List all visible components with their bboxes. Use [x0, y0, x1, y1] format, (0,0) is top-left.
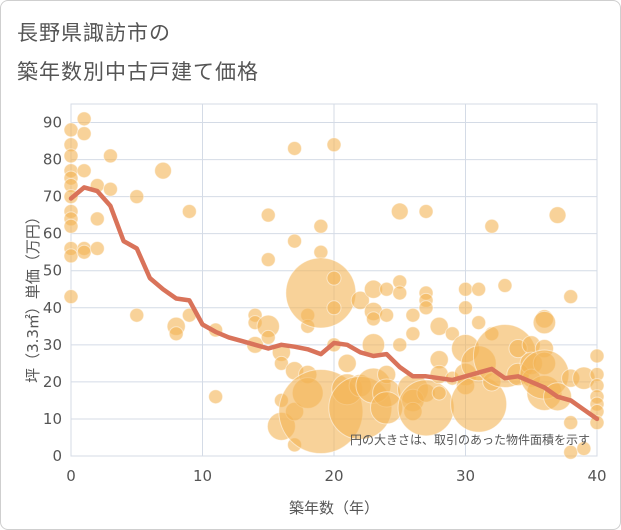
data-bubble — [76, 244, 92, 260]
data-bubble — [89, 211, 105, 227]
data-bubble — [63, 148, 79, 164]
y-tick-label: 60 — [43, 225, 62, 243]
data-bubble — [313, 218, 329, 234]
x-tick-label: 0 — [66, 467, 76, 485]
data-bubble — [444, 326, 460, 342]
y-tick-label: 50 — [43, 262, 62, 280]
chart-title-line-1: 長野県諏訪市の — [17, 21, 171, 45]
data-bubble — [392, 337, 408, 353]
data-bubble — [563, 444, 579, 460]
data-bubble — [458, 281, 473, 297]
y-tick-label: 70 — [43, 188, 62, 206]
data-bubble — [63, 248, 79, 264]
y-tick-label: 80 — [43, 151, 62, 169]
data-bubble — [563, 289, 579, 305]
data-bubble — [326, 137, 342, 153]
data-bubble — [458, 300, 473, 316]
data-bubble — [260, 252, 276, 268]
data-bubble — [63, 122, 79, 138]
data-bubble — [313, 244, 329, 260]
data-bubble — [471, 315, 487, 331]
data-bubble — [102, 181, 118, 197]
data-bubble — [287, 140, 303, 156]
data-bubble — [63, 218, 79, 234]
data-bubble — [589, 348, 605, 364]
bubble-size-note: 円の大きさは、取引のあった物件面積を示す — [350, 432, 590, 447]
data-bubble — [129, 189, 145, 205]
trend-layer — [68, 185, 600, 422]
average-price-trend-line — [68, 185, 600, 422]
data-bubble — [471, 281, 487, 297]
data-bubble — [76, 163, 92, 179]
data-bubble — [63, 289, 79, 305]
data-bubble — [102, 148, 118, 164]
chart-title-line-2: 築年数別中古戸建て価格 — [17, 60, 259, 84]
y-tick-label: 90 — [43, 114, 62, 132]
data-bubble — [390, 202, 409, 221]
y-tick-label: 30 — [43, 336, 62, 354]
data-bubble — [89, 241, 105, 257]
tick-labels: 0 10 20 30 40 0 10 20 30 40 50 60 70 80 90 — [43, 114, 607, 485]
data-bubble — [379, 307, 395, 323]
data-bubble — [208, 389, 224, 405]
data-bubble — [76, 126, 92, 142]
data-bubble — [548, 206, 567, 225]
data-bubble — [326, 300, 342, 316]
data-bubble — [392, 285, 408, 301]
data-bubble — [431, 385, 447, 401]
data-bubble — [418, 300, 434, 316]
data-bubble — [405, 326, 421, 342]
data-bubble — [76, 111, 92, 127]
data-bubble — [365, 311, 381, 327]
data-bubble — [405, 307, 421, 323]
data-bubble — [497, 278, 513, 294]
data-bubble — [563, 415, 579, 431]
data-bubble — [418, 203, 434, 219]
y-tick-label: 0 — [52, 447, 62, 465]
data-bubble — [532, 310, 557, 335]
data-bubble — [260, 329, 276, 345]
x-axis-label: 築年数（年） — [289, 499, 379, 517]
data-bubble — [287, 233, 303, 249]
data-bubble — [168, 326, 184, 342]
data-bubble — [129, 307, 145, 323]
data-bubble — [429, 316, 449, 336]
data-bubble — [576, 441, 592, 457]
chart-grid — [70, 103, 598, 457]
y-axis-label: 坪（3.3㎡）単価（万円） — [24, 209, 42, 383]
data-bubble — [484, 218, 500, 234]
data-bubble — [273, 355, 289, 371]
y-tick-label: 10 — [43, 410, 62, 428]
x-tick-label: 20 — [324, 467, 343, 485]
x-tick-label: 30 — [456, 467, 475, 485]
data-bubble — [181, 203, 197, 219]
y-tick-label: 40 — [43, 299, 62, 317]
data-bubble — [379, 281, 395, 297]
y-tick-label: 20 — [43, 373, 62, 391]
data-bubble — [397, 379, 455, 437]
data-bubble — [337, 353, 357, 373]
data-bubble — [326, 270, 342, 286]
x-tick-label: 10 — [193, 467, 212, 485]
data-bubble — [350, 290, 370, 310]
x-tick-label: 40 — [587, 467, 606, 485]
data-bubble — [154, 161, 172, 180]
data-bubble — [285, 257, 357, 329]
data-bubble — [260, 207, 276, 223]
